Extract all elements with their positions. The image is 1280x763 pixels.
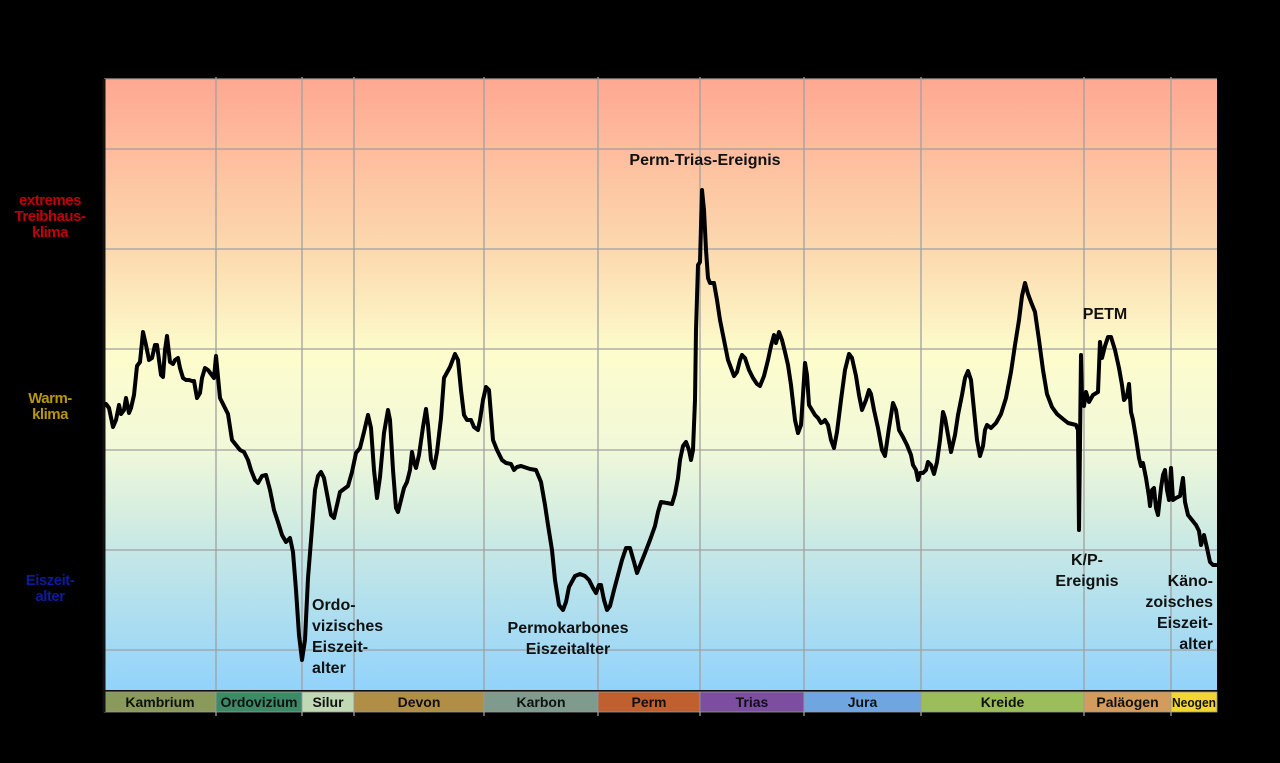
annotation: PETM bbox=[1083, 306, 1127, 323]
y-zone-label: Eiszeit-alter bbox=[25, 572, 75, 605]
period-label: Neogen bbox=[1172, 695, 1216, 710]
annotation: Permokarbones Eiszeitalter bbox=[508, 620, 629, 658]
period-kambrium: Kambrium bbox=[103, 691, 217, 713]
period-label: Trias bbox=[736, 694, 769, 710]
period-label: Kreide bbox=[981, 694, 1025, 710]
period-label: Silur bbox=[312, 694, 344, 710]
temperature-curve bbox=[104, 188, 1218, 662]
period-neogen: Neogen bbox=[1170, 691, 1218, 713]
period-label: Karbon bbox=[517, 694, 566, 710]
period-label: Paläogen bbox=[1096, 694, 1158, 710]
annotation: Ordo-vizisches Eiszeit-alter bbox=[312, 597, 383, 677]
period-label: Perm bbox=[631, 694, 666, 710]
annotation: Perm-Trias-Ereignis bbox=[629, 152, 780, 169]
plot-background bbox=[104, 79, 1217, 690]
period-label: Jura bbox=[848, 694, 878, 710]
period-karbon: Karbon bbox=[483, 691, 599, 713]
y-zone-label: extremes Treibhaus-klima bbox=[14, 192, 86, 241]
period-devon: Devon bbox=[353, 691, 485, 713]
period-perm: Perm bbox=[597, 691, 701, 713]
period-label: Devon bbox=[398, 694, 441, 710]
annotation: K/P-Ereignis bbox=[1055, 552, 1118, 590]
period-label: Kambrium bbox=[125, 694, 194, 710]
period-trias: Trias bbox=[699, 691, 805, 713]
annotations: Perm-Trias-Ereignis PETM Ordo-vizisches Eis… bbox=[312, 152, 1213, 677]
period-ordovizium: Ordovizium bbox=[215, 691, 303, 713]
period-silur: Silur bbox=[301, 691, 355, 713]
period-label: Ordovizium bbox=[220, 694, 297, 710]
annotation: Käno-zoisches Eiszeit-alter bbox=[1145, 573, 1213, 653]
y-zone-label: Warm-klima bbox=[28, 390, 72, 423]
period-jura: Jura bbox=[803, 691, 922, 713]
period-bar: Kambrium Ordovizium Silur Devon Karbon Perm Tr… bbox=[103, 690, 1218, 713]
period-kreide: Kreide bbox=[920, 691, 1085, 713]
period-paläogen: Paläogen bbox=[1083, 691, 1172, 713]
